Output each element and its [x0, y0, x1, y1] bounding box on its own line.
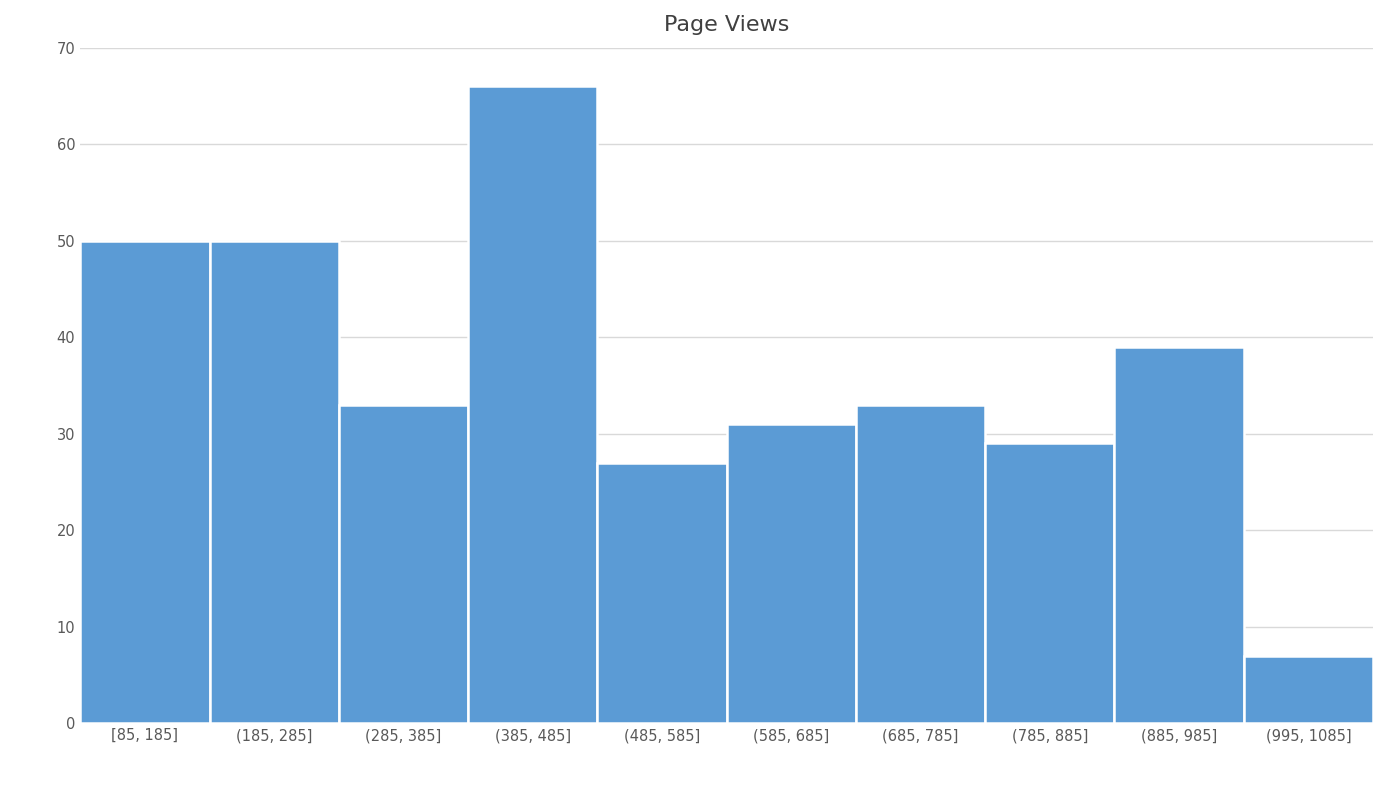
Bar [468, 86, 597, 723]
Bar [339, 405, 468, 723]
Bar [985, 444, 1115, 723]
Bar [1115, 347, 1244, 723]
Bar [81, 241, 210, 723]
Title: Page Views: Page Views [663, 15, 790, 35]
Bar [1244, 656, 1373, 723]
Bar [210, 241, 339, 723]
Bar [597, 463, 727, 723]
Bar [856, 405, 985, 723]
Bar [727, 424, 856, 723]
